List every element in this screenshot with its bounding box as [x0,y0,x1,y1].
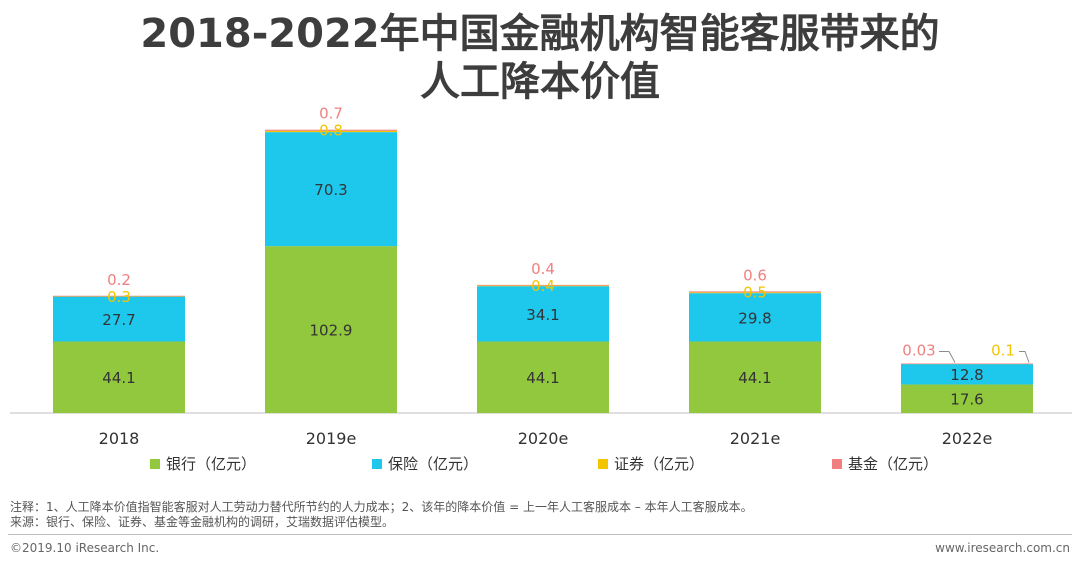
website-link[interactable]: www.iresearch.com.cn [935,541,1070,555]
data-label-2019e-series-1: 70.3 [314,181,347,199]
x-tick-label-2022e: 2022e [942,429,993,448]
data-label-2020e-series-0: 44.1 [526,369,559,387]
bar-2019e-series-2 [265,130,397,133]
data-label-2020e-series-1: 34.1 [526,306,559,324]
bar-2021e-series-1 [689,293,821,342]
data-label-2022e-series-1: 12.8 [950,366,983,384]
data-label-2021e-fund: 0.6 [743,266,767,284]
leader-line-2022e-securities [1019,350,1030,363]
data-label-2019e-securities: 0.8 [319,122,343,140]
footer-divider [8,534,1072,535]
note-text: 注释：1、人工降本价值指智能客服对人工劳动力替代所节约的人力成本；2、该年的降本… [10,500,753,514]
bar-2018-series-1 [53,296,185,342]
chart-title-line-1: 2018-2022年中国金融机构智能客服带来的 [140,11,940,57]
data-label-2020e-fund: 0.4 [531,260,555,278]
legend-swatch-2 [598,459,608,469]
data-label-2018-securities: 0.3 [107,288,131,306]
source-text: 来源：银行、保险、证券、基金等金融机构的调研，艾瑞数据评估模型。 [10,515,395,529]
notes: 注释：1、人工降本价值指智能客服对人工劳动力替代所节约的人力成本；2、该年的降本… [10,500,753,530]
legend-swatch-1 [372,459,382,469]
legend-label-3: 基金（亿元） [848,455,938,473]
legend-label-1: 保险（亿元） [388,455,478,473]
bar-2020e-series-3 [477,284,609,286]
data-label-2018-fund: 0.2 [107,271,131,289]
bar-2019e-series-0 [265,246,397,413]
data-label-2019e-fund: 0.7 [319,105,343,123]
x-tick-label-2021e: 2021e [730,429,781,448]
bar-2022e-series-1 [901,363,1033,385]
data-label-2022e-fund: 0.03 [902,341,935,359]
bar-2021e-series-2 [689,292,821,294]
x-tick-label-2018: 2018 [99,429,140,448]
data-label-2021e-series-0: 44.1 [738,369,771,387]
bar-2020e-series-1 [477,286,609,342]
data-label-2019e-series-0: 102.9 [310,322,353,340]
data-label-2022e-securities: 0.1 [991,341,1015,359]
data-label-2022e-series-0: 17.6 [950,391,983,409]
bar-2021e-series-0 [689,341,821,413]
x-tick-label-2019e: 2019e [306,429,357,448]
data-label-2021e-securities: 0.5 [743,283,767,301]
bar-2019e-series-1 [265,132,397,247]
bar-2022e-series-3 [901,363,1033,365]
legend-label-0: 银行（亿元） [166,455,256,473]
bar-2019e-series-3 [265,129,397,131]
bar-2018-series-3 [53,295,185,297]
stacked-bar-chart: 44.1 27.7 0.30.2 2018 102.9 70.3 0.80.7 2019e 44… [10,105,1072,473]
bar-2018-series-2 [53,296,185,297]
data-label-2020e-securities: 0.4 [531,277,555,295]
copyright-text: ©2019.10 iResearch Inc. [10,541,160,555]
data-label-2018-series-0: 44.1 [102,369,135,387]
legend-swatch-3 [832,459,842,469]
chart-title: 2018-2022年中国金融机构智能客服带来的 人工降本价值 [0,10,1080,106]
bar-2020e-series-2 [477,285,609,287]
chart-title-line-2: 人工降本价值 [420,59,660,105]
bar-2021e-series-3 [689,291,821,293]
x-tick-label-2020e: 2020e [518,429,569,448]
legend-swatch-0 [150,459,160,469]
bar-2022e-series-0 [901,384,1033,413]
bar-2020e-series-0 [477,341,609,413]
data-label-2021e-series-1: 29.8 [738,309,771,327]
leader-line-2022e-fund [939,350,956,363]
data-label-2018-series-1: 27.7 [102,311,135,329]
bar-2018-series-0 [53,341,185,413]
legend-label-2: 证券（亿元） [614,455,704,473]
